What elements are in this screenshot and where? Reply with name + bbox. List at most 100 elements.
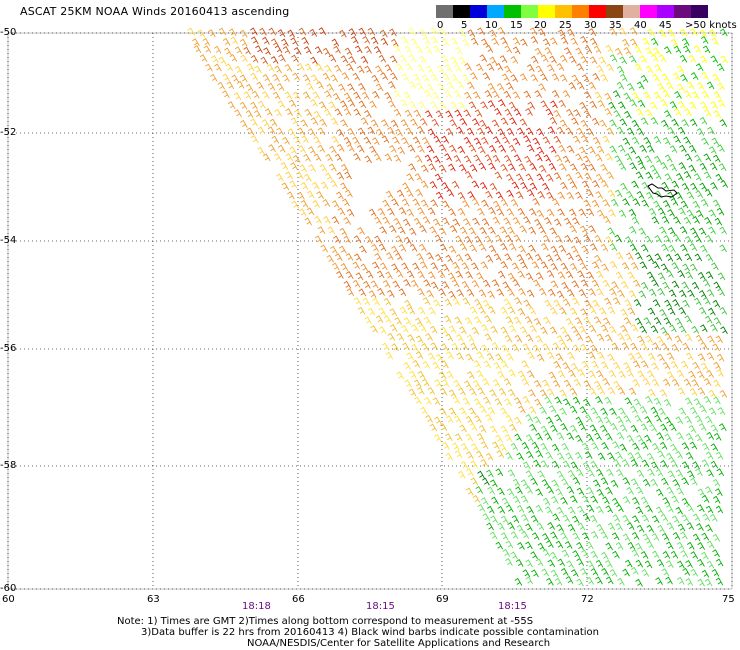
wind-barb [535,504,544,513]
legend-swatch [521,5,538,18]
wind-barb [570,461,579,470]
wind-barb [699,116,708,125]
wind-barb [711,568,720,577]
wind-barb [396,333,405,341]
wind-barb [717,144,725,153]
wind-barb [406,173,414,182]
wind-barb [590,550,599,559]
wind-barb [611,532,620,541]
wind-barb [269,118,278,127]
wind-barb [501,497,510,506]
wind-barb [497,370,506,379]
wind-barb [457,207,466,216]
wind-barb [615,47,623,56]
wind-barb [384,64,393,72]
wind-barb [519,73,528,82]
wind-barb [487,505,495,514]
wind-barb [352,261,361,270]
wind-barb [700,362,709,371]
legend-label: 5 [461,20,468,31]
wind-barb [287,29,296,38]
wind-barb [585,335,594,344]
wind-barb [421,378,430,387]
wind-barb [680,243,688,252]
wind-barb [280,162,289,170]
wind-barb [523,216,531,225]
wind-barb [695,468,703,477]
wind-barb [446,351,454,360]
wind-barb [381,119,389,128]
wind-barb [547,288,556,297]
wind-barb [427,207,436,216]
wind-barb [539,389,548,398]
wind-barb [553,109,562,118]
wind-barb [690,72,699,80]
wind-barb [553,360,562,369]
wind-barb [557,558,566,567]
wind-barb [700,101,708,110]
wind-barb [438,371,447,380]
wind-barb [487,100,496,108]
wind-barb [445,110,454,119]
wind-barb [677,576,685,585]
wind-barb [297,191,305,200]
wind-barb [692,200,701,209]
wind-barb [413,217,422,226]
wind-barb [605,236,613,245]
wind-barb [211,55,219,63]
wind-barb [268,27,277,36]
wind-barb [526,289,535,298]
wind-barb [644,235,653,244]
wind-barb [548,162,557,171]
wind-barb [454,109,463,118]
wind-barb [478,289,487,298]
wind-barb [607,189,616,198]
wind-barb [471,198,480,206]
wind-barb [478,306,486,315]
wind-barb [485,413,493,422]
wind-barb [467,191,476,199]
wind-barb [415,188,423,197]
wind-barb [653,135,662,144]
wind-barb [452,218,461,227]
wind-barb [715,505,724,514]
wind-barb [404,236,412,245]
wind-barb [530,55,539,64]
wind-barb [388,100,396,108]
wind-barb [481,199,489,208]
wind-barb [623,46,632,55]
wind-barb [664,154,673,163]
wind-barb [525,173,534,182]
wind-barb [650,37,659,46]
wind-barb [704,216,712,225]
wind-barb [287,128,296,137]
wind-barb [605,542,614,551]
wind-barb [434,234,443,243]
wind-barb [633,279,641,288]
wind-barb [285,108,293,116]
wind-barb [517,370,526,379]
wind-barb [439,407,447,416]
wind-barb [615,271,624,280]
wind-barb [618,162,627,171]
wind-barb [590,243,598,252]
wind-barb [549,116,558,125]
wind-barb [410,279,419,288]
wind-barb [495,62,504,71]
wind-barb [537,470,546,479]
wind-barb [704,578,713,587]
wind-barb [511,343,520,352]
wind-barb [461,38,470,47]
wind-barb [716,353,725,362]
wind-barb [600,407,608,416]
wind-barb [348,28,357,37]
wind-barb [634,45,642,54]
wind-barb [528,389,536,397]
wind-barb [432,218,441,227]
wind-barb [602,279,611,288]
wind-barb [630,342,638,351]
wind-barb [267,82,276,91]
wind-barb [439,387,448,396]
wind-barb [686,191,695,200]
wind-barb [635,542,643,551]
